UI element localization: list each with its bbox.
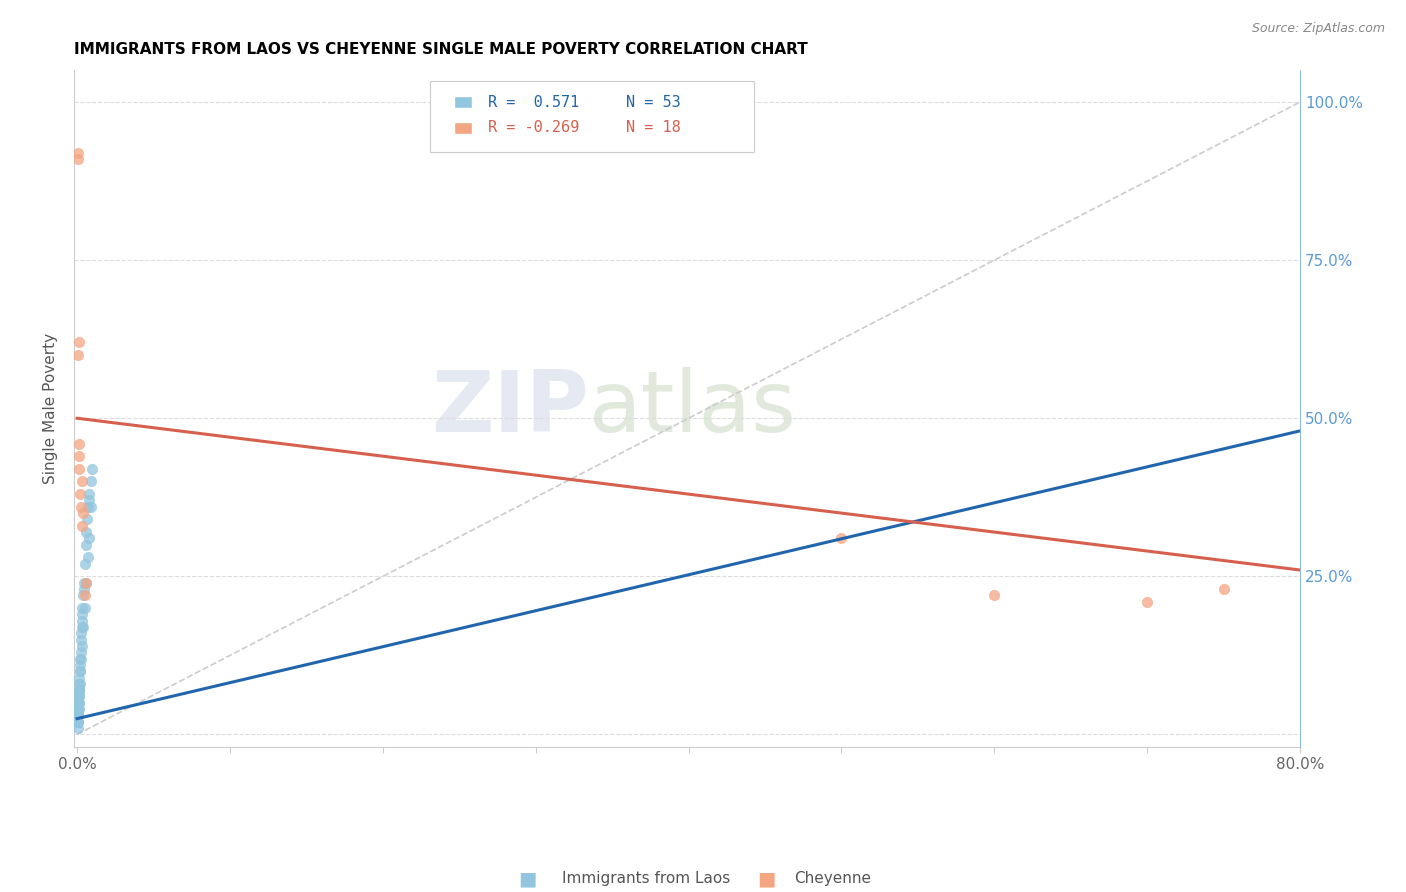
FancyBboxPatch shape: [454, 96, 472, 108]
FancyBboxPatch shape: [454, 122, 472, 134]
Point: [73, 575, 96, 590]
Point: [66, 152, 89, 166]
Point: [67, 696, 90, 710]
Text: Immigrants from Laos: Immigrants from Laos: [562, 871, 731, 886]
Point: [67, 702, 90, 716]
Point: [66, 721, 89, 735]
Point: [70, 518, 93, 533]
Text: R = -0.269: R = -0.269: [488, 120, 579, 136]
Point: [67, 696, 90, 710]
Point: [72, 506, 94, 520]
Text: Source: ZipAtlas.com: Source: ZipAtlas.com: [1251, 22, 1385, 36]
Point: [69, 487, 91, 501]
Point: [983, 588, 1005, 602]
Point: [72, 588, 94, 602]
Point: [67, 690, 90, 704]
Point: [75, 524, 97, 539]
Point: [69, 671, 91, 685]
Point: [72, 475, 94, 489]
Point: [69, 683, 91, 698]
Text: Cheyenne: Cheyenne: [794, 871, 872, 886]
Point: [70, 614, 93, 628]
Point: [69, 664, 91, 678]
Point: [70, 632, 93, 647]
Text: atlas: atlas: [589, 368, 797, 450]
Point: [79, 532, 101, 546]
Point: [75, 538, 97, 552]
Point: [66, 714, 89, 729]
Text: N = 18: N = 18: [626, 120, 681, 136]
Text: N = 53: N = 53: [626, 95, 681, 110]
Point: [76, 512, 98, 526]
Point: [67, 696, 90, 710]
Point: [69, 645, 91, 659]
Point: [67, 708, 90, 723]
Point: [69, 651, 91, 665]
Point: [66, 145, 89, 160]
Point: [80, 500, 103, 514]
Point: [66, 714, 89, 729]
Point: [1136, 594, 1159, 608]
Point: [72, 607, 94, 622]
Point: [80, 475, 103, 489]
Point: [79, 487, 101, 501]
Point: [72, 620, 94, 634]
Text: ZIP: ZIP: [432, 368, 589, 450]
Point: [66, 714, 89, 729]
Point: [75, 575, 97, 590]
Point: [70, 620, 93, 634]
Point: [73, 588, 96, 602]
Point: [70, 626, 93, 640]
Point: [67, 449, 90, 463]
Point: [67, 436, 90, 450]
Point: [72, 582, 94, 596]
Point: [67, 683, 90, 698]
FancyBboxPatch shape: [430, 80, 755, 152]
Text: R =  0.571: R = 0.571: [488, 95, 579, 110]
Text: IMMIGRANTS FROM LAOS VS CHEYENNE SINGLE MALE POVERTY CORRELATION CHART: IMMIGRANTS FROM LAOS VS CHEYENNE SINGLE …: [75, 42, 808, 57]
Point: [67, 708, 90, 723]
Point: [76, 550, 98, 565]
Point: [69, 657, 91, 672]
Point: [67, 335, 90, 350]
Point: [66, 708, 89, 723]
Point: [70, 500, 93, 514]
Point: [67, 702, 90, 716]
Point: [67, 348, 90, 362]
Point: [69, 677, 91, 691]
Point: [70, 651, 93, 665]
Text: ■: ■: [756, 869, 776, 888]
Y-axis label: Single Male Poverty: Single Male Poverty: [44, 334, 58, 484]
Point: [82, 462, 104, 476]
Point: [70, 639, 93, 653]
Point: [1212, 582, 1234, 596]
Point: [72, 601, 94, 615]
Point: [830, 532, 852, 546]
Point: [69, 664, 91, 678]
Point: [67, 690, 90, 704]
Point: [67, 677, 90, 691]
Point: [75, 575, 97, 590]
Point: [73, 601, 96, 615]
Point: [69, 462, 91, 476]
Point: [73, 557, 96, 571]
Point: [67, 690, 90, 704]
Point: [76, 500, 98, 514]
Point: [77, 493, 100, 508]
Text: ■: ■: [517, 869, 537, 888]
Point: [67, 683, 90, 698]
Point: [67, 702, 90, 716]
